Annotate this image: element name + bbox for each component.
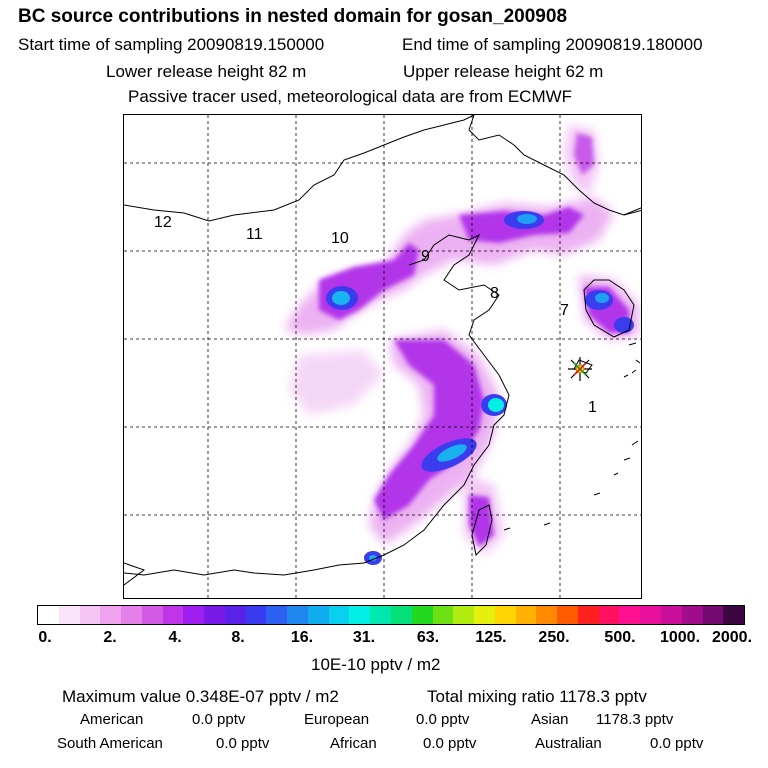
region-label-8: 8 <box>490 285 499 302</box>
region-european-value: 0.0 pptv <box>416 711 470 728</box>
region-asian-value: 1178.3 pptv <box>596 711 674 728</box>
color-scale-cell <box>370 606 392 624</box>
lower-release-label: Lower release height 82 m <box>106 62 307 81</box>
scale-unit-label: 10E-10 pptv / m2 <box>311 655 441 674</box>
region-european-label: European <box>304 711 370 728</box>
map-panel: 12 11 10 9 8 7 1 <box>123 114 642 599</box>
color-scale-cell <box>183 606 205 624</box>
map-svg: 12 11 10 9 8 7 1 <box>124 115 641 598</box>
region-american-label: American <box>80 711 144 728</box>
color-scale-cell <box>598 606 620 624</box>
color-scale-cell <box>494 606 516 624</box>
scale-tick-label: 63. <box>416 629 440 646</box>
max-value-label: Maximum value 0.348E-07 pptv / m2 <box>62 687 339 706</box>
color-scale-cell <box>141 606 163 624</box>
color-scale-cell <box>557 606 578 624</box>
color-scale-bar <box>37 605 745 625</box>
scale-tick-label: 31. <box>352 629 376 646</box>
scale-tick-label: 500. <box>604 629 636 646</box>
region-labels: 12 11 10 9 8 7 1 <box>154 214 597 416</box>
color-scale-cell <box>660 606 682 624</box>
color-scale-cell <box>100 606 122 624</box>
graticule <box>124 115 641 598</box>
upper-release-label: Upper release height 62 m <box>403 62 604 81</box>
region-australian-value: 0.0 pptv <box>650 735 704 752</box>
color-scale-cell <box>411 606 433 624</box>
region-south-american-value: 0.0 pptv <box>216 735 270 752</box>
color-scale-cell <box>681 606 703 624</box>
color-scale-cell <box>577 606 599 624</box>
star-burst-icon <box>568 357 592 381</box>
color-scale-cell <box>474 606 495 624</box>
scale-tick-label: 8. <box>231 629 245 646</box>
color-scale-cell <box>266 606 288 624</box>
scale-tick-label: 1000. <box>659 629 701 646</box>
total-mixing-label: Total mixing ratio 1178.3 pptv <box>427 687 647 706</box>
scale-tick-label: 125. <box>475 629 507 646</box>
end-time-label: End time of sampling 20090819.180000 <box>402 35 703 54</box>
scale-tick-label: 16. <box>290 629 314 646</box>
color-scale-cell <box>453 606 475 624</box>
region-african-label: African <box>330 735 377 752</box>
color-scale-cell <box>619 606 641 624</box>
region-label-9: 9 <box>421 248 430 265</box>
region-south-american-label: South American <box>57 735 163 752</box>
color-scale-cell <box>536 606 558 624</box>
scale-tick-label: 0. <box>38 629 52 646</box>
tracer-note: Passive tracer used, meteorological data… <box>128 87 573 106</box>
color-scale-cell <box>349 606 371 624</box>
region-label-7: 7 <box>560 302 569 319</box>
region-label-11: 11 <box>246 226 263 243</box>
color-scale-cell <box>391 606 412 624</box>
color-scale-cell <box>287 606 308 624</box>
color-scale-cell <box>432 606 454 624</box>
scale-tick-label: 250. <box>538 629 570 646</box>
color-scale-cell <box>723 606 745 624</box>
color-scale-cell <box>245 606 267 624</box>
color-scale-cell <box>121 606 142 624</box>
region-african-value: 0.0 pptv <box>423 735 477 752</box>
color-scale-cell <box>38 606 59 624</box>
plot-title: BC source contributions in nested domain… <box>18 6 568 27</box>
color-scale-cell <box>224 606 246 624</box>
scale-tick-label: 2. <box>103 629 117 646</box>
start-time-label: Start time of sampling 20090819.150000 <box>18 35 325 54</box>
color-scale-cell <box>307 606 329 624</box>
color-scale-cell <box>328 606 350 624</box>
color-scale-cell <box>79 606 101 624</box>
color-scale-cell <box>515 606 537 624</box>
scale-tick-label: 4. <box>168 629 182 646</box>
scale-tick-label: 2000. <box>711 629 753 646</box>
region-label-10: 10 <box>331 230 349 247</box>
region-asian-label: Asian <box>531 711 569 728</box>
region-label-1: 1 <box>588 399 597 416</box>
concentration-field <box>284 125 639 565</box>
region-australian-label: Australian <box>535 735 602 752</box>
color-scale-cell <box>702 606 724 624</box>
region-american-value: 0.0 pptv <box>192 711 246 728</box>
color-scale-cell <box>58 606 80 624</box>
color-scale-cell <box>162 606 184 624</box>
color-scale-cell <box>640 606 661 624</box>
region-label-12: 12 <box>154 214 172 231</box>
color-scale-cell <box>204 606 225 624</box>
